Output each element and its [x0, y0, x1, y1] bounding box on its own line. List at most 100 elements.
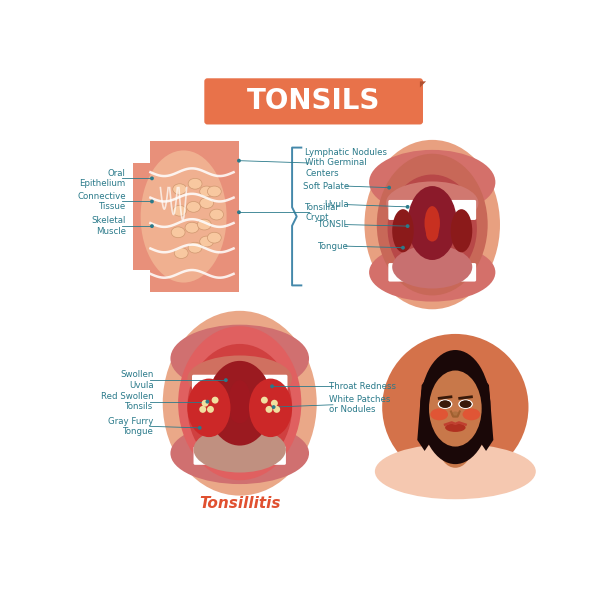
Circle shape	[212, 397, 218, 404]
Ellipse shape	[193, 426, 286, 472]
Circle shape	[207, 406, 214, 413]
Ellipse shape	[392, 209, 414, 252]
Ellipse shape	[430, 409, 448, 420]
Ellipse shape	[178, 326, 301, 480]
Circle shape	[261, 397, 268, 404]
Ellipse shape	[392, 245, 472, 288]
Circle shape	[150, 224, 154, 228]
Ellipse shape	[439, 400, 451, 408]
Circle shape	[150, 177, 154, 180]
Ellipse shape	[188, 178, 202, 189]
Circle shape	[224, 378, 228, 382]
Text: Connective
Tissue: Connective Tissue	[77, 192, 126, 211]
Ellipse shape	[207, 361, 272, 445]
Circle shape	[273, 406, 280, 413]
Ellipse shape	[198, 219, 211, 230]
Ellipse shape	[207, 232, 222, 243]
Ellipse shape	[170, 423, 309, 484]
Ellipse shape	[426, 226, 438, 242]
FancyBboxPatch shape	[193, 447, 286, 465]
Ellipse shape	[460, 400, 471, 408]
FancyBboxPatch shape	[389, 263, 476, 281]
Text: TONSILS: TONSILS	[247, 87, 380, 115]
Text: White Patches
or Nodules: White Patches or Nodules	[329, 395, 390, 415]
Bar	[133, 141, 151, 163]
Bar	[133, 270, 151, 291]
Ellipse shape	[231, 404, 249, 423]
Circle shape	[271, 400, 278, 407]
Ellipse shape	[387, 174, 477, 282]
Circle shape	[237, 159, 241, 163]
Circle shape	[198, 426, 201, 430]
Ellipse shape	[200, 198, 214, 209]
Polygon shape	[420, 81, 426, 88]
Ellipse shape	[369, 150, 495, 215]
Text: Swollen
Uvula: Swollen Uvula	[120, 370, 154, 390]
Ellipse shape	[170, 325, 309, 392]
Circle shape	[150, 200, 154, 203]
Circle shape	[401, 246, 405, 249]
Text: Soft Palate: Soft Palate	[303, 182, 349, 191]
Ellipse shape	[408, 186, 457, 260]
Text: Skeletal
Muscle: Skeletal Muscle	[91, 216, 126, 236]
Circle shape	[406, 205, 409, 209]
Ellipse shape	[425, 206, 440, 240]
Text: Tonsillar
Crypt: Tonsillar Crypt	[305, 203, 340, 222]
Ellipse shape	[187, 379, 231, 437]
Ellipse shape	[450, 209, 472, 252]
Ellipse shape	[386, 182, 479, 225]
Ellipse shape	[430, 409, 448, 420]
Circle shape	[237, 210, 241, 214]
Text: TONSIL: TONSIL	[318, 220, 349, 229]
Ellipse shape	[187, 344, 292, 470]
Polygon shape	[470, 362, 493, 451]
Ellipse shape	[200, 186, 214, 197]
Circle shape	[272, 405, 275, 409]
Ellipse shape	[187, 201, 201, 212]
FancyBboxPatch shape	[204, 78, 423, 124]
Ellipse shape	[445, 423, 466, 432]
Ellipse shape	[207, 186, 222, 197]
Circle shape	[406, 224, 409, 228]
Ellipse shape	[375, 444, 536, 499]
Ellipse shape	[463, 409, 480, 420]
Ellipse shape	[249, 379, 292, 437]
Ellipse shape	[229, 380, 250, 420]
Ellipse shape	[185, 222, 199, 233]
Ellipse shape	[141, 150, 226, 282]
Text: Gray Furry
Tongue: Gray Furry Tongue	[108, 416, 154, 436]
Ellipse shape	[438, 400, 452, 409]
Text: Red Swollen
Tonsils: Red Swollen Tonsils	[101, 392, 154, 411]
Ellipse shape	[173, 206, 187, 216]
Ellipse shape	[463, 409, 480, 420]
Ellipse shape	[420, 350, 490, 464]
Ellipse shape	[163, 311, 317, 496]
Bar	[133, 141, 253, 291]
Ellipse shape	[188, 242, 202, 253]
Circle shape	[270, 385, 274, 388]
Ellipse shape	[187, 355, 292, 401]
Circle shape	[387, 186, 391, 189]
Ellipse shape	[458, 400, 473, 409]
Bar	[239, 141, 253, 291]
Text: Tongue: Tongue	[318, 242, 349, 251]
Circle shape	[266, 406, 272, 413]
Ellipse shape	[377, 154, 488, 296]
Text: Tonsillitis: Tonsillitis	[199, 496, 280, 511]
Polygon shape	[417, 362, 441, 451]
Ellipse shape	[439, 400, 451, 408]
Ellipse shape	[365, 140, 500, 310]
Ellipse shape	[439, 427, 471, 468]
Ellipse shape	[460, 400, 471, 408]
Ellipse shape	[173, 184, 187, 195]
Text: Lymphatic Nodules
With Germinal
Centers: Lymphatic Nodules With Germinal Centers	[305, 148, 387, 178]
Ellipse shape	[210, 209, 223, 220]
Ellipse shape	[451, 412, 460, 417]
Text: Uvula: Uvula	[324, 200, 349, 209]
Circle shape	[206, 400, 209, 404]
Circle shape	[382, 334, 529, 480]
Ellipse shape	[171, 227, 185, 237]
Circle shape	[200, 406, 206, 413]
Ellipse shape	[174, 248, 188, 258]
FancyBboxPatch shape	[192, 375, 288, 396]
